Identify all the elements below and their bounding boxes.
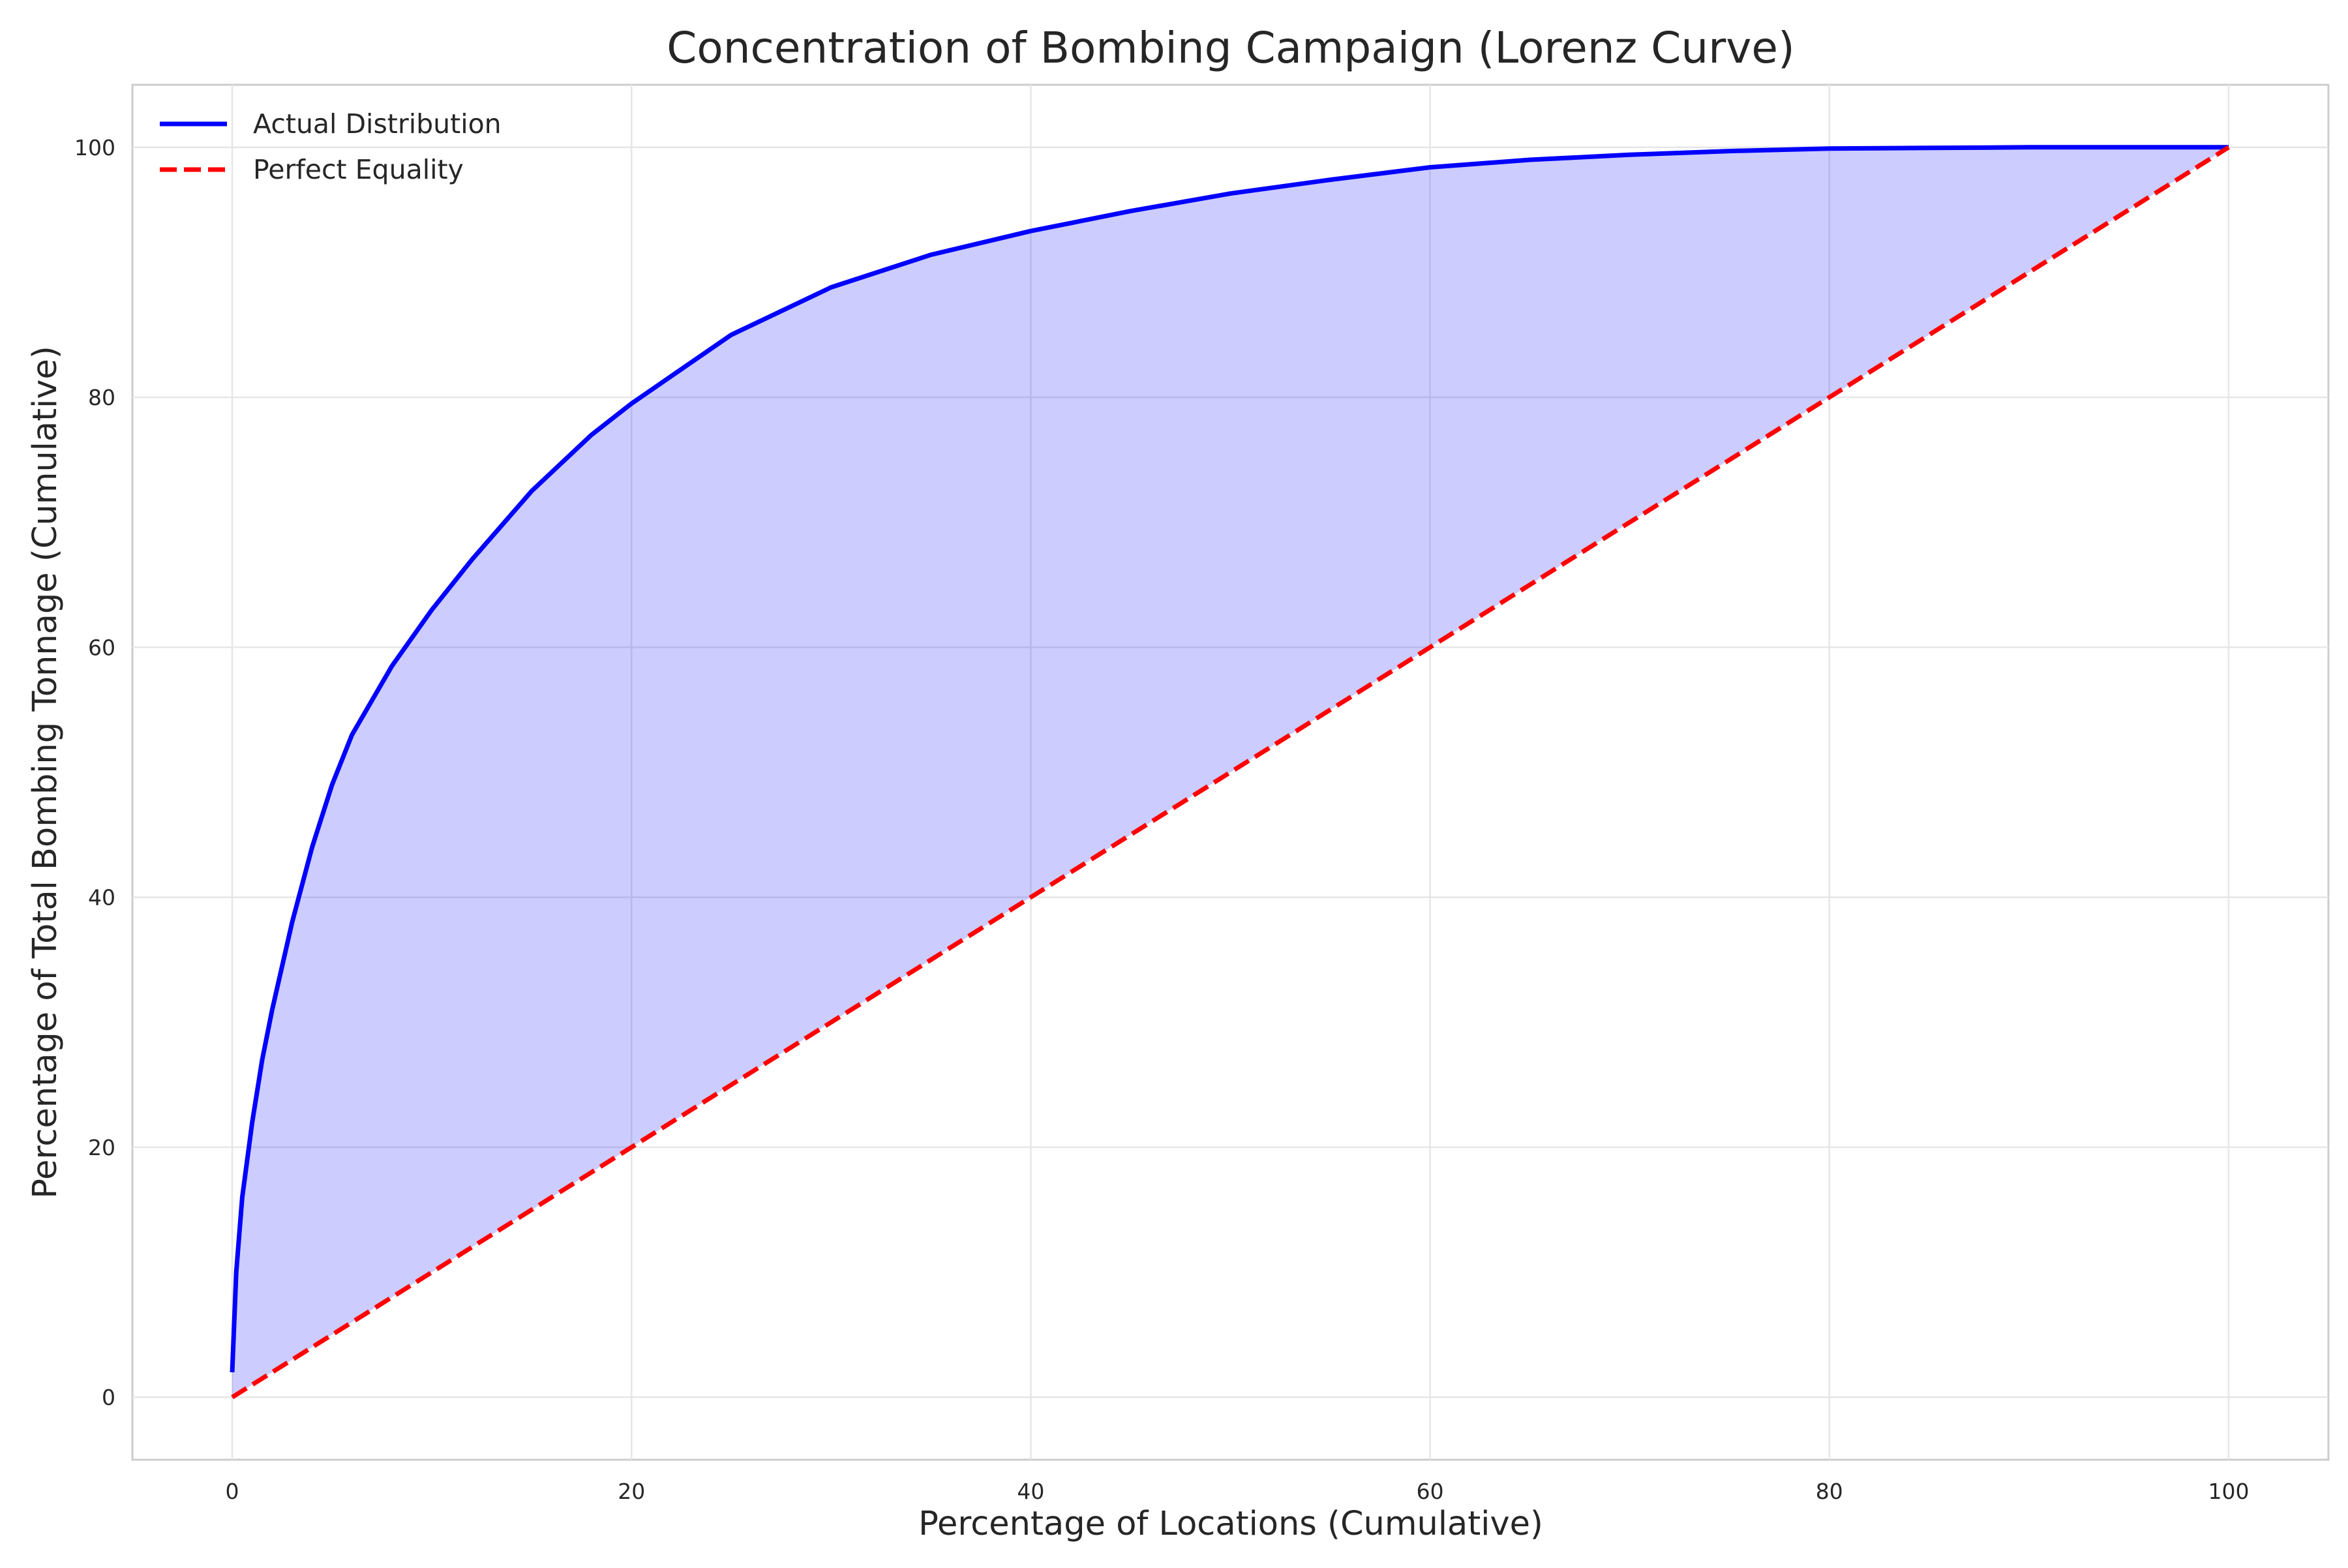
chart-title: Concentration of Bombing Campaign (Loren…	[667, 23, 1795, 73]
y-tick-label: 100	[74, 135, 115, 160]
x-tick-label: 100	[2208, 1479, 2249, 1504]
x-axis-ticks: 0 20 40 60 80 100	[226, 1479, 2250, 1504]
x-tick-label: 0	[226, 1479, 239, 1504]
y-axis-title: Percentage of Total Bombing Tonnage (Cum…	[26, 346, 65, 1199]
legend-label: Perfect Equality	[253, 154, 464, 185]
x-tick-label: 40	[1017, 1479, 1044, 1504]
x-tick-label: 60	[1417, 1479, 1444, 1504]
y-tick-label: 20	[88, 1135, 115, 1160]
y-tick-label: 40	[88, 885, 115, 911]
x-tick-label: 80	[1816, 1479, 1843, 1504]
grid-lines	[132, 85, 2328, 1460]
series-line-actual-distribution	[230, 145, 2229, 1373]
x-tick-label: 20	[618, 1479, 645, 1504]
plot-area	[131, 83, 2330, 1461]
y-tick-label: 0	[102, 1385, 115, 1410]
legend: Actual Distribution Perfect Equality	[160, 108, 502, 185]
series-lines	[230, 145, 2230, 1400]
y-tick-label: 60	[88, 635, 115, 660]
x-axis-title: Percentage of Locations (Cumulative)	[918, 1505, 1543, 1543]
series-line-perfect-equality	[231, 145, 2230, 1400]
y-tick-label: 80	[88, 385, 115, 410]
y-axis-ticks: 0 20 40 60 80 100	[74, 135, 115, 1410]
legend-label: Actual Distribution	[253, 108, 502, 140]
